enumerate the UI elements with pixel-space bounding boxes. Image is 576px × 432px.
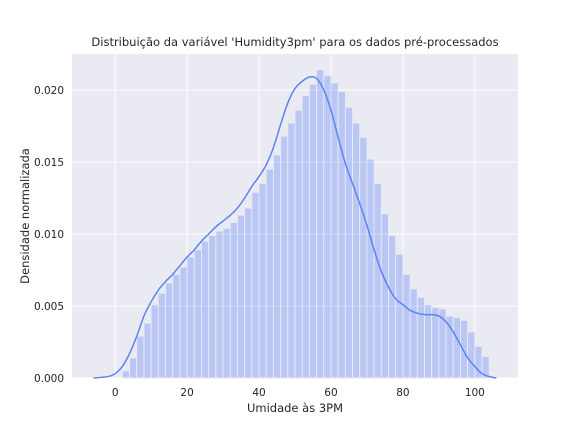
x-axis-label: Umidade às 3PM <box>247 401 343 415</box>
histogram-bar <box>337 90 346 379</box>
y-tick-labels: 0.000 0.005 0.010 0.015 0.020 <box>34 85 64 385</box>
histogram-bar <box>301 95 310 379</box>
histogram-bar <box>251 191 260 379</box>
histogram-bar <box>208 234 217 379</box>
histogram-bar <box>402 273 411 379</box>
histogram-bar <box>280 135 289 379</box>
histogram-bar <box>215 230 224 379</box>
x-tick-label: 20 <box>180 387 193 399</box>
histogram-bar <box>222 227 231 379</box>
histogram-bar <box>467 331 476 379</box>
x-tick-label: 60 <box>324 387 337 399</box>
histogram-bar <box>265 168 274 379</box>
histogram-bar <box>359 137 368 379</box>
histogram-bar <box>395 253 404 379</box>
histogram-bars <box>121 69 490 379</box>
histogram-bar <box>308 83 318 379</box>
x-tick-label: 40 <box>252 387 265 399</box>
chart-title: Distribuição da variável 'Humidity3pm' p… <box>91 35 498 49</box>
x-tick-label: 80 <box>396 387 409 399</box>
histogram-bar <box>244 207 253 379</box>
histogram-bar <box>316 69 325 379</box>
histogram-bar <box>121 370 130 379</box>
y-tick-label: 0.000 <box>34 373 64 385</box>
histogram-bar <box>452 317 461 379</box>
histogram-bar <box>193 249 202 379</box>
y-tick-label: 0.020 <box>34 85 64 97</box>
histogram-bar <box>272 154 282 379</box>
histogram-bar <box>460 319 469 379</box>
histogram-bar <box>323 75 332 379</box>
histogram-bar <box>287 122 296 379</box>
histogram-bar <box>172 273 181 379</box>
histogram-bar <box>330 82 339 379</box>
histogram-bar <box>129 357 138 379</box>
histogram-bar <box>179 266 188 379</box>
y-tick-label: 0.010 <box>34 229 64 241</box>
histogram-bar <box>157 292 166 379</box>
histogram-bar <box>186 256 195 379</box>
histogram-bar <box>237 214 246 379</box>
histogram-bar <box>201 240 210 379</box>
histogram-bar <box>258 183 267 379</box>
y-tick-label: 0.005 <box>34 301 64 313</box>
histogram-bar <box>229 222 238 379</box>
histogram-bar <box>136 335 145 379</box>
kde-line <box>93 75 497 379</box>
histogram-bar <box>143 322 152 379</box>
histogram-bar <box>352 122 361 379</box>
y-axis-label: Densidade normalizada <box>18 148 32 284</box>
histogram-bar <box>150 304 159 379</box>
histogram-bar <box>481 355 490 379</box>
y-tick-label: 0.015 <box>34 157 64 169</box>
histogram-bar <box>344 106 353 379</box>
histogram-bar <box>373 183 382 379</box>
x-tick-label: 100 <box>465 387 485 399</box>
histogram-bar <box>165 282 174 379</box>
histogram-bar <box>294 109 303 379</box>
histogram-bar <box>366 158 375 379</box>
histogram-bar <box>388 234 397 379</box>
histogram-bar <box>431 306 440 379</box>
x-tick-labels: 0 20 40 60 80 100 <box>112 387 485 399</box>
histogram-bar <box>424 304 433 379</box>
x-tick-label: 0 <box>112 387 119 399</box>
histogram-bar <box>416 296 425 379</box>
histogram-bar <box>409 288 418 379</box>
histogram-bar <box>380 213 389 379</box>
